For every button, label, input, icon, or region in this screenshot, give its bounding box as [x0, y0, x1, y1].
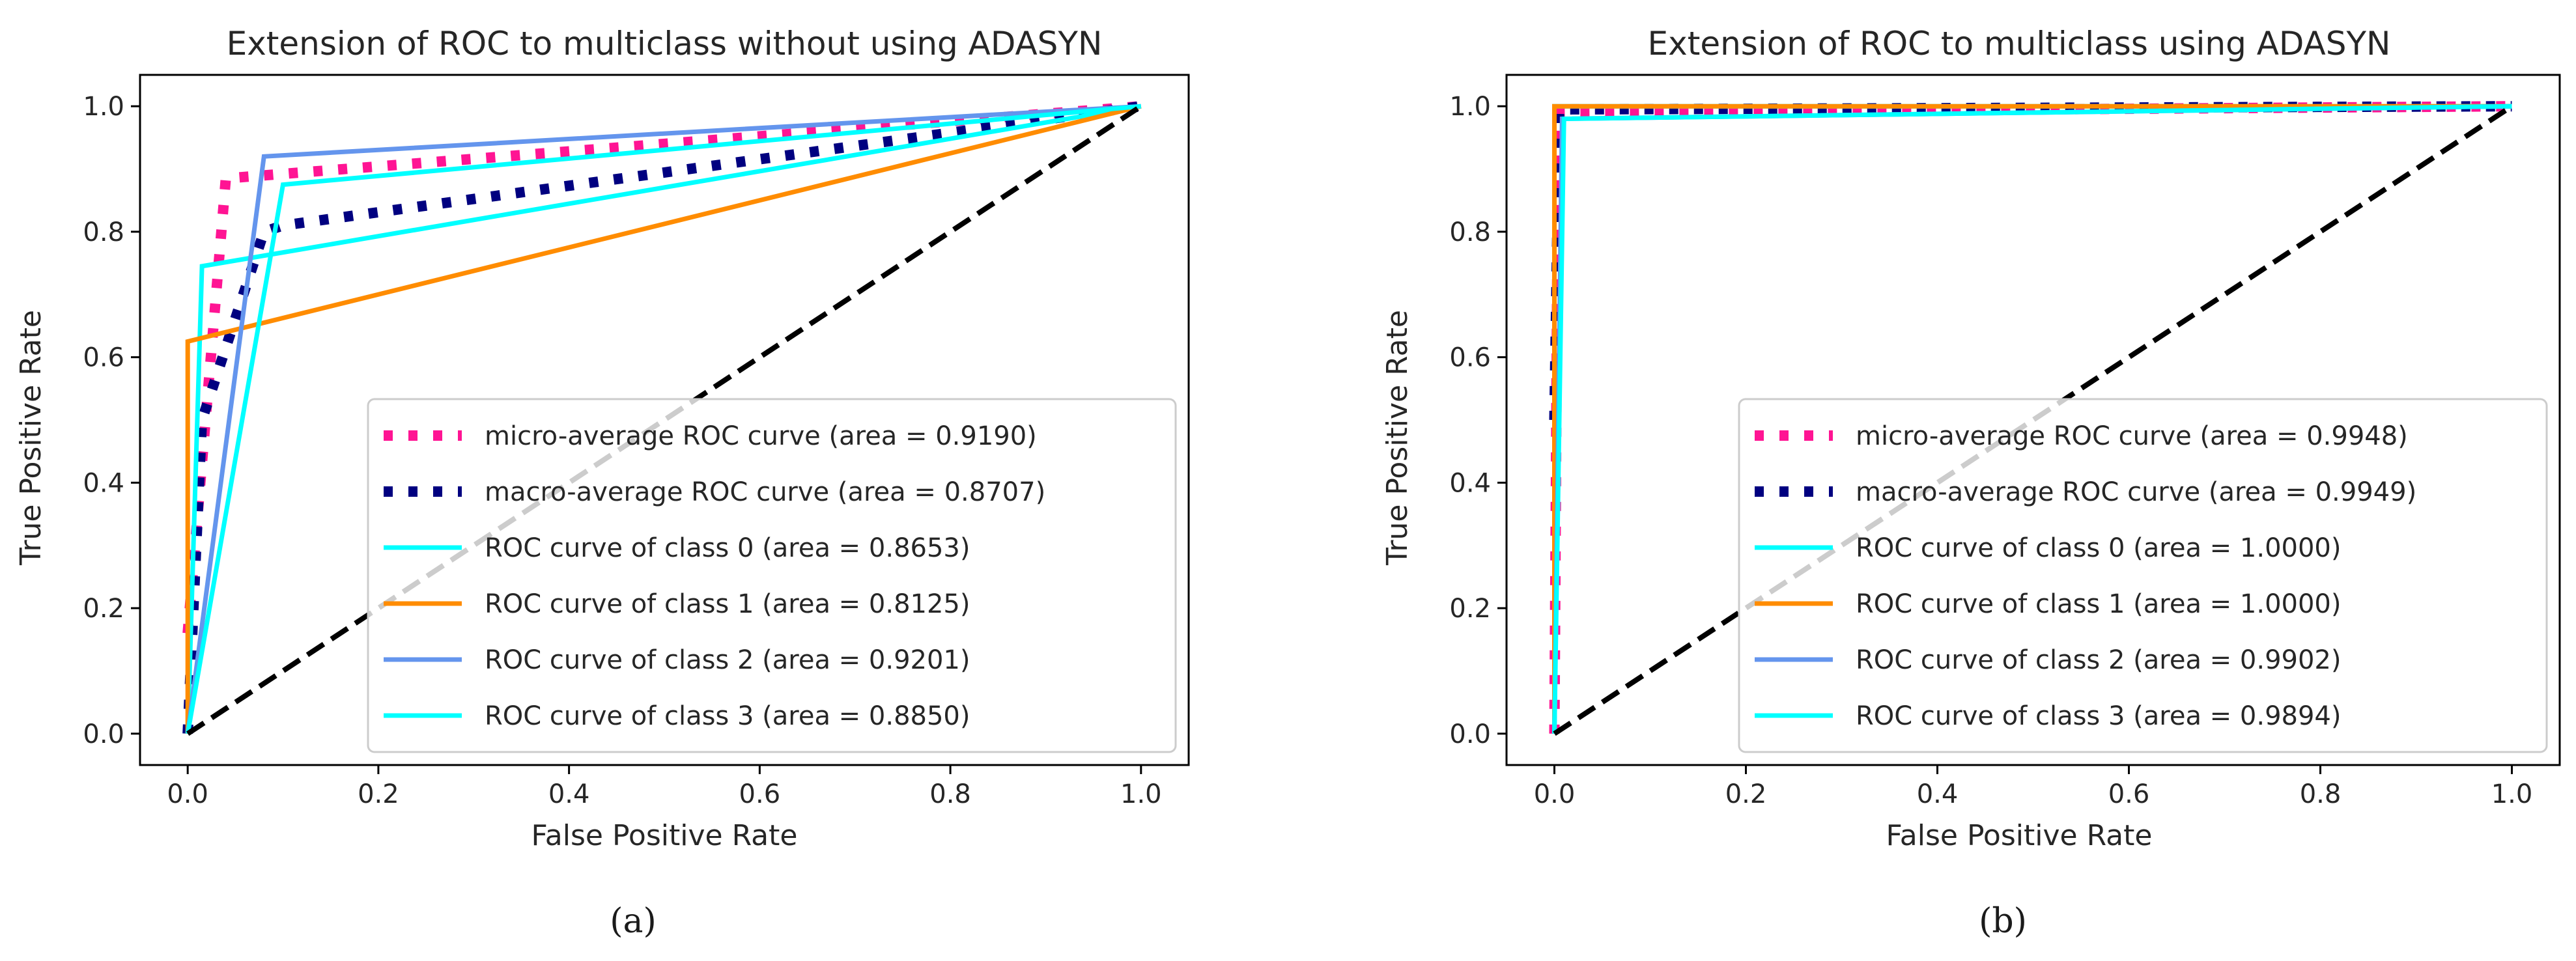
- panel-b-series-group: [1549, 101, 2513, 736]
- panel-b-xtick-label: 0.4: [1917, 779, 1959, 809]
- panel-b-series-line-0: [1549, 101, 2512, 734]
- panel-a-ytick-label: 1.0: [83, 92, 124, 122]
- panel-a-legend: micro-average ROC curve (area = 0.9190) m…: [367, 398, 1177, 753]
- panel-b-axes-frame: [1505, 74, 2561, 766]
- panel-b-xtick-label: 0.2: [1725, 779, 1767, 809]
- panel-a-ytick-label: 0.8: [83, 217, 124, 247]
- panel-a-xtick-label: 0.6: [739, 779, 781, 809]
- panel-a-series-line-4: [185, 104, 1142, 734]
- panel-b-series-line-3: [1552, 104, 2512, 734]
- panel-b-series-line-6: [1553, 104, 2513, 736]
- panel-a-ytick-label: 0.0: [83, 719, 124, 749]
- panel-b-xtick-label: 0.0: [1534, 779, 1576, 809]
- panel-a-caption: (a): [610, 902, 657, 941]
- panel-b: Extension of ROC to multiclass using ADA…: [1381, 25, 2561, 941]
- panel-a-ylabel: True Positive Rate: [14, 310, 48, 566]
- panel-a-legend-label: macro-average ROC curve (area = 0.8707): [485, 477, 1045, 507]
- panel-a-series-line-1: [182, 101, 1142, 734]
- panel-a-ytick-label: 0.6: [83, 343, 124, 373]
- panel-a-legend-label: ROC curve of class 0 (area = 0.8653): [485, 533, 970, 563]
- panel-b-legend-label: ROC curve of class 2 (area = 0.9902): [1856, 645, 2341, 675]
- panel-b-legend-label: micro-average ROC curve (area = 0.9948): [1856, 421, 2408, 451]
- panel-a-legend-label: micro-average ROC curve (area = 0.9190): [485, 421, 1037, 451]
- panel-b-ytick-label: 0.0: [1449, 719, 1491, 749]
- panel-b-ytick-label: 0.4: [1449, 468, 1491, 498]
- panel-b-legend-box: [1738, 398, 2548, 753]
- panel-b-xlabel: False Positive Rate: [1886, 819, 2153, 852]
- panel-a-xtick-label: 0.8: [929, 779, 971, 809]
- panel-a-series-line-6: [186, 104, 1142, 736]
- panel-a-xtick-label: 0.2: [358, 779, 399, 809]
- panel-b-legend-label: ROC curve of class 3 (area = 0.9894): [1856, 701, 2341, 731]
- panel-a-xtick-label: 0.4: [548, 779, 590, 809]
- panel-b-xtick-label: 1.0: [2491, 779, 2533, 809]
- panel-b-ytick-label: 0.2: [1449, 594, 1491, 624]
- panel-a-xtick-label: 0.0: [167, 779, 208, 809]
- panel-b-plot-area: 0.0 0.2 0.4 0.6 0.8 1.0 0.0 0.2 0.4 0.6 0.8 1.0 micr…: [1449, 74, 2561, 809]
- panel-b-ylabel: True Positive Rate: [1381, 310, 1414, 566]
- panel-b-xtick-label: 0.8: [2300, 779, 2342, 809]
- panel-a: Extension of ROC to multiclass without u…: [14, 25, 1190, 941]
- panel-b-legend: micro-average ROC curve (area = 0.9948) m…: [1738, 398, 2548, 753]
- panel-a-ytick-label: 0.2: [83, 594, 124, 624]
- panel-b-title: Extension of ROC to multiclass using ADA…: [1648, 25, 2391, 63]
- panel-a-series-line-5: [185, 104, 1142, 734]
- panel-a-series-group: [182, 101, 1142, 736]
- panel-b-ytick-label: 1.0: [1449, 92, 1491, 122]
- panel-a-legend-label: ROC curve of class 1 (area = 0.8125): [485, 589, 970, 619]
- panel-a-legend-label: ROC curve of class 2 (area = 0.9201): [485, 645, 970, 675]
- panel-a-series-line-2: [185, 104, 1142, 734]
- panel-a-xtick-label: 1.0: [1120, 779, 1162, 809]
- panel-b-legend-label: macro-average ROC curve (area = 0.9949): [1856, 477, 2416, 507]
- panel-b-legend-label: ROC curve of class 0 (area = 1.0000): [1856, 533, 2341, 563]
- panel-a-axes-frame: [139, 74, 1190, 766]
- panel-a-series-line-3: [185, 104, 1142, 734]
- panel-b-legend-label: ROC curve of class 1 (area = 1.0000): [1856, 589, 2341, 619]
- panel-b-series-line-1: [1549, 101, 2512, 421]
- panel-a-legend-box: [367, 398, 1177, 753]
- panel-a-legend-label: ROC curve of class 3 (area = 0.8850): [485, 701, 970, 731]
- panel-a-title: Extension of ROC to multiclass without u…: [227, 25, 1103, 63]
- panel-b-caption: (b): [1979, 902, 2027, 941]
- panel-a-ytick-label: 0.4: [83, 468, 124, 498]
- panel-b-series-line-5: [1552, 104, 2512, 734]
- panel-b-ytick-label: 0.6: [1449, 343, 1491, 373]
- panel-a-plot-area: 0.0 0.2 0.4 0.6 0.8 1.0 0.0 0.2 0.4 0.6 0.8 1.0 micr…: [83, 74, 1190, 809]
- panel-b-ytick-label: 0.8: [1449, 217, 1491, 247]
- panel-b-xtick-label: 0.6: [2108, 779, 2150, 809]
- panel-a-xlabel: False Positive Rate: [531, 819, 798, 852]
